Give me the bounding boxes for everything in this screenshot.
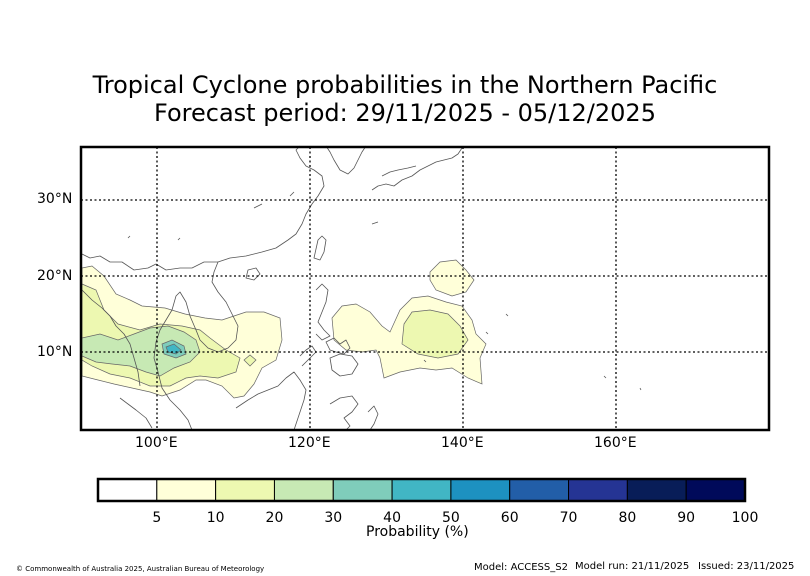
title-line-1: Tropical Cyclone probabilities in the No… — [92, 71, 718, 99]
colorbar-tick-label: 90 — [677, 510, 696, 526]
colorbar-tick-label: 100 — [731, 510, 759, 526]
lat-label-20: 20°N — [37, 268, 73, 284]
coastline-palawan — [299, 345, 317, 367]
map-frame — [79, 145, 771, 432]
colorbar-tick-label: 80 — [618, 510, 637, 526]
lon-label-140: 140°E — [441, 435, 484, 451]
contour-5pct-northeast — [429, 259, 475, 297]
lon-label-160: 160°E — [594, 435, 637, 451]
coastline-japan — [371, 147, 463, 191]
colorbar-segment — [450, 478, 511, 502]
coastline-philippines-mindanao — [329, 353, 359, 377]
lat-label-10: 10°N — [37, 344, 73, 360]
colorbar-segment — [332, 478, 393, 502]
colorbar-tick-label: 40 — [383, 510, 401, 526]
colorbar-segment — [97, 478, 158, 502]
colorbar-tick-label: 20 — [265, 510, 284, 526]
colorbar-segment — [626, 478, 687, 502]
colorbar-tick-label: 70 — [559, 510, 578, 526]
colorbar-frame — [96, 477, 747, 503]
coastline-sumatra — [119, 397, 153, 429]
lon-label-120: 120°E — [288, 435, 331, 451]
coastline-philippines-visayas — [325, 337, 351, 355]
coastline-china — [81, 145, 325, 271]
coastline-korea — [325, 145, 367, 175]
lon-label-100: 100°E — [135, 435, 178, 451]
probability-contours — [81, 259, 487, 399]
coastline-halmahera — [367, 405, 379, 431]
colorbar-segment — [685, 478, 746, 502]
gridlines — [81, 147, 769, 430]
coastline-taiwan — [313, 235, 327, 261]
colorbar-segment — [273, 478, 334, 502]
coastline-borneo — [235, 371, 307, 431]
issued-date: Issued: 23/11/2025 — [698, 561, 795, 572]
contour-5pct-small — [243, 354, 257, 367]
lat-label-30: 30°N — [37, 191, 73, 207]
coastline-indochina — [153, 261, 239, 431]
model-name: Model: ACCESS_S2 — [474, 562, 568, 573]
coastline-islands — [127, 191, 642, 391]
colorbar-tick-label: 30 — [324, 510, 343, 526]
colorbar-label: Probability (%) — [366, 524, 469, 540]
contour-10pct-east — [401, 309, 469, 359]
colorbar-segment — [156, 478, 217, 502]
contour-20pct-west — [81, 325, 201, 377]
coastlines — [81, 145, 642, 431]
colorbar-tick-label: 50 — [441, 510, 460, 526]
colorbar-tick-label: 60 — [500, 510, 519, 526]
colorbar-segment — [509, 478, 570, 502]
colorbar-segment — [391, 478, 452, 502]
colorbar-segment — [568, 478, 628, 502]
coastline-sulawesi — [329, 395, 359, 431]
colorbar-segment — [215, 478, 275, 502]
coastline-hainan — [245, 267, 261, 281]
model-run-date: Model run: 21/11/2025 — [575, 561, 690, 572]
coastline-philippines-luzon — [315, 283, 331, 341]
copyright-notice: © Commonwealth of Australia 2025, Austra… — [16, 565, 265, 573]
title-line-2: Forecast period: 29/11/2025 - 05/12/2025 — [154, 99, 656, 127]
colorbar — [96, 477, 747, 503]
colorbar-tick-label: 10 — [206, 510, 225, 526]
colorbar-tick-label: 5 — [152, 510, 162, 526]
coastline-burma — [81, 289, 141, 387]
coastline-japan-south — [381, 165, 417, 177]
